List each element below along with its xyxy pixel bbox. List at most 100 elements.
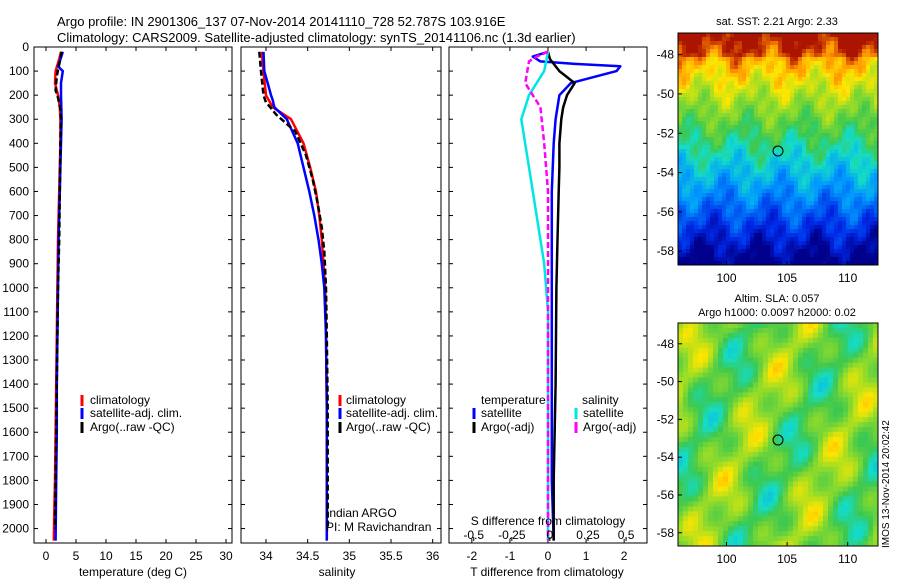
heatmap-cell	[678, 209, 683, 214]
heatmap-cell	[854, 209, 859, 214]
heatmap-cell	[774, 161, 779, 166]
heatmap-cell	[873, 521, 879, 527]
heatmap-cell	[806, 109, 811, 114]
heatmap-cell	[774, 141, 779, 146]
heatmap-cell	[834, 121, 839, 126]
heatmap-cell	[854, 65, 859, 70]
heatmap-cell	[783, 526, 789, 532]
heatmap-cell	[814, 161, 819, 166]
heatmap-cell	[798, 446, 804, 453]
heatmap-cell	[774, 41, 779, 46]
heatmap-cell	[748, 422, 754, 428]
heatmap-cell	[868, 501, 874, 507]
heatmap-cell	[802, 181, 807, 186]
heatmap-cell	[763, 397, 769, 403]
heatmap-cell	[690, 169, 695, 174]
heatmap-cell	[713, 407, 719, 413]
heatmap-cell	[698, 536, 704, 542]
heatmap-cell	[828, 531, 834, 537]
heatmap-cell	[718, 117, 723, 122]
heatmap-cell	[818, 432, 824, 438]
heatmap-cell	[786, 93, 791, 98]
heatmap-cell	[678, 165, 683, 170]
heatmap-cell	[718, 233, 723, 238]
heatmap-cell	[806, 117, 811, 122]
heatmap-cell	[874, 129, 879, 134]
heatmap-cell	[862, 133, 867, 138]
heatmap-cell	[830, 169, 835, 174]
heatmap-cell	[694, 45, 699, 50]
heatmap-cell	[810, 201, 815, 206]
heatmap-cell	[758, 221, 763, 226]
heatmap-cell	[858, 61, 863, 66]
heatmap-cell	[834, 197, 839, 202]
heatmap-cell	[828, 501, 834, 507]
heatmap-cell	[763, 342, 769, 349]
heatmap-cell	[873, 422, 879, 428]
heatmap-cell	[822, 253, 827, 258]
heatmap-cell	[794, 117, 799, 122]
heatmap-cell	[742, 49, 747, 54]
heatmap-cell	[763, 521, 769, 527]
heatmap-cell	[843, 536, 849, 542]
heatmap-cell	[850, 125, 855, 130]
heatmap-cell	[726, 233, 731, 238]
heatmap-cell	[810, 85, 815, 90]
heatmap-cell	[806, 241, 811, 246]
heatmap-cell	[738, 169, 743, 174]
heatmap-cell	[678, 362, 684, 368]
heatmap-cell	[782, 45, 787, 50]
heatmap-cell	[786, 177, 791, 182]
heatmap-cell	[778, 77, 783, 82]
heatmap-cell	[734, 53, 739, 58]
heatmap-cell	[730, 57, 735, 62]
heatmap-cell	[813, 323, 819, 329]
heatmap-cell	[794, 33, 799, 38]
heatmap-cell	[713, 427, 719, 433]
heatmap-cell	[828, 323, 834, 329]
heatmap-cell	[678, 217, 683, 222]
heatmap-cell	[830, 261, 835, 266]
heatmap-cell	[734, 81, 739, 86]
heatmap-cell	[854, 61, 859, 66]
heatmap-cell	[730, 37, 735, 42]
heatmap-cell	[868, 441, 874, 448]
heatmap-cell	[686, 105, 691, 110]
heatmap-cell	[798, 367, 804, 373]
heatmap-cell	[702, 165, 707, 170]
heatmap-cell	[823, 471, 829, 478]
heatmap-cell	[823, 412, 829, 418]
heatmap-cell	[718, 145, 723, 150]
heatmap-cell	[718, 149, 723, 154]
heatmap-cell	[808, 367, 814, 373]
heatmap-cell	[733, 536, 739, 542]
heatmap-cell	[758, 185, 763, 190]
heatmap-cell	[834, 73, 839, 78]
heatmap-cell	[786, 241, 791, 246]
heatmap-cell	[818, 37, 823, 42]
heatmap-cell	[698, 57, 703, 62]
map-y-tick-label: -56	[657, 205, 675, 219]
heatmap-cell	[678, 427, 684, 433]
heatmap-cell	[726, 85, 731, 90]
heatmap-cell	[834, 201, 839, 206]
heatmap-cell	[693, 352, 699, 359]
heatmap-cell	[846, 89, 851, 94]
heatmap-cell	[818, 173, 823, 178]
heatmap-cell	[873, 516, 879, 522]
heatmap-cell	[814, 121, 819, 126]
heatmap-cell	[790, 37, 795, 42]
heatmap-cell	[730, 61, 735, 66]
heatmap-cell	[818, 137, 823, 142]
heatmap-cell	[833, 357, 839, 364]
heatmap-cell	[786, 85, 791, 90]
heatmap-cell	[743, 486, 749, 492]
heatmap-cell	[806, 61, 811, 66]
heatmap-cell	[774, 253, 779, 258]
heatmap-cell	[748, 476, 754, 482]
heatmap-cell	[790, 261, 795, 266]
heatmap-cell	[746, 185, 751, 190]
heatmap-cell	[734, 173, 739, 178]
heatmap-cell	[734, 197, 739, 202]
heatmap-cell	[802, 57, 807, 62]
